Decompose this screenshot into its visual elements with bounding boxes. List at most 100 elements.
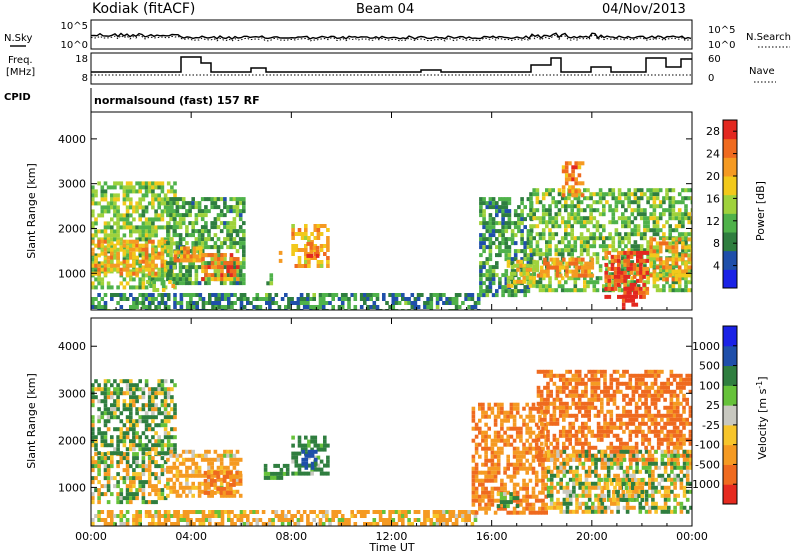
data-cell (185, 450, 189, 454)
data-cell (123, 193, 127, 197)
data-cell (148, 229, 152, 233)
data-cell (625, 370, 629, 374)
data-cell (91, 496, 95, 500)
data-cell (135, 488, 139, 492)
data-cell (301, 462, 305, 466)
data-cell (148, 297, 152, 301)
data-cell (486, 221, 490, 225)
data-cell (522, 467, 526, 471)
data-cell (126, 253, 130, 257)
data-cell (129, 488, 133, 492)
data-cell (180, 514, 184, 518)
data-cell (630, 263, 634, 267)
data-cell (556, 394, 560, 398)
data-cell (584, 262, 588, 266)
data-cell (529, 204, 533, 208)
data-cell (665, 208, 669, 212)
data-cell (571, 165, 575, 169)
data-cell (218, 301, 222, 305)
data-cell (233, 458, 237, 462)
data-cell (157, 476, 161, 480)
data-cell (204, 253, 208, 257)
data-cell (640, 208, 644, 212)
data-cell (97, 510, 101, 514)
data-cell (616, 418, 620, 422)
data-cell (229, 209, 233, 213)
data-cell (532, 252, 536, 256)
data-cell (618, 236, 622, 240)
data-cell (308, 450, 312, 454)
data-cell (539, 200, 543, 204)
data-cell (608, 267, 612, 271)
data-cell (226, 471, 230, 475)
data-cell (654, 390, 658, 394)
data-cell (311, 450, 315, 454)
data-cell (479, 197, 483, 201)
data-cell (101, 285, 105, 289)
data-cell (174, 250, 178, 254)
data-cell (233, 522, 237, 526)
data-cell (682, 410, 686, 414)
data-cell (591, 398, 595, 402)
data-cell (617, 259, 621, 263)
data-cell (176, 273, 180, 277)
data-cell (167, 431, 171, 435)
data-cell (597, 386, 601, 390)
data-cell (663, 390, 667, 394)
data-cell (331, 293, 335, 297)
data-cell (617, 267, 621, 271)
data-cell (214, 269, 218, 273)
data-cell (170, 415, 174, 419)
data-cell (612, 240, 616, 244)
colorbar-swatch (723, 213, 737, 232)
data-cell (216, 487, 220, 491)
data-cell (189, 297, 193, 301)
data-cell (191, 225, 195, 229)
data-cell (145, 452, 149, 456)
data-cell (166, 494, 170, 498)
data-cell (564, 204, 568, 208)
data-cell (113, 197, 117, 201)
data-cell (152, 288, 156, 292)
data-cell (633, 267, 637, 271)
data-cell (608, 204, 612, 208)
data-cell (227, 277, 231, 281)
data-cell (548, 216, 552, 220)
data-cell (439, 510, 443, 514)
data-cell (684, 196, 688, 200)
data-cell (630, 271, 634, 275)
data-cell (347, 518, 351, 522)
data-cell (634, 240, 638, 244)
data-cell (388, 510, 392, 514)
data-cell (179, 205, 183, 209)
data-cell (123, 240, 127, 244)
data-cell (242, 201, 246, 205)
data-cell (107, 281, 111, 285)
data-cell (326, 264, 330, 268)
data-cell (325, 518, 329, 522)
data-cell (227, 269, 231, 273)
data-cell (644, 394, 648, 398)
noise-sky-line (91, 33, 691, 39)
data-cell (539, 288, 543, 292)
data-cell (644, 374, 648, 378)
data-cell (478, 443, 482, 447)
data-cell (583, 216, 587, 220)
data-cell (164, 205, 168, 209)
data-cell (436, 301, 440, 305)
data-cell (170, 387, 174, 391)
data-cell (94, 439, 98, 443)
data-cell (594, 374, 598, 378)
data-cell (587, 274, 591, 278)
data-cell (169, 209, 173, 213)
data-cell (148, 399, 152, 403)
data-cell (145, 285, 149, 289)
data-cell (639, 267, 643, 271)
data-cell (195, 201, 199, 205)
data-cell (511, 241, 515, 245)
data-cell (217, 245, 221, 249)
data-cell (536, 224, 540, 228)
data-cell (651, 394, 655, 398)
data-cell (239, 471, 243, 475)
data-cell (132, 217, 136, 221)
